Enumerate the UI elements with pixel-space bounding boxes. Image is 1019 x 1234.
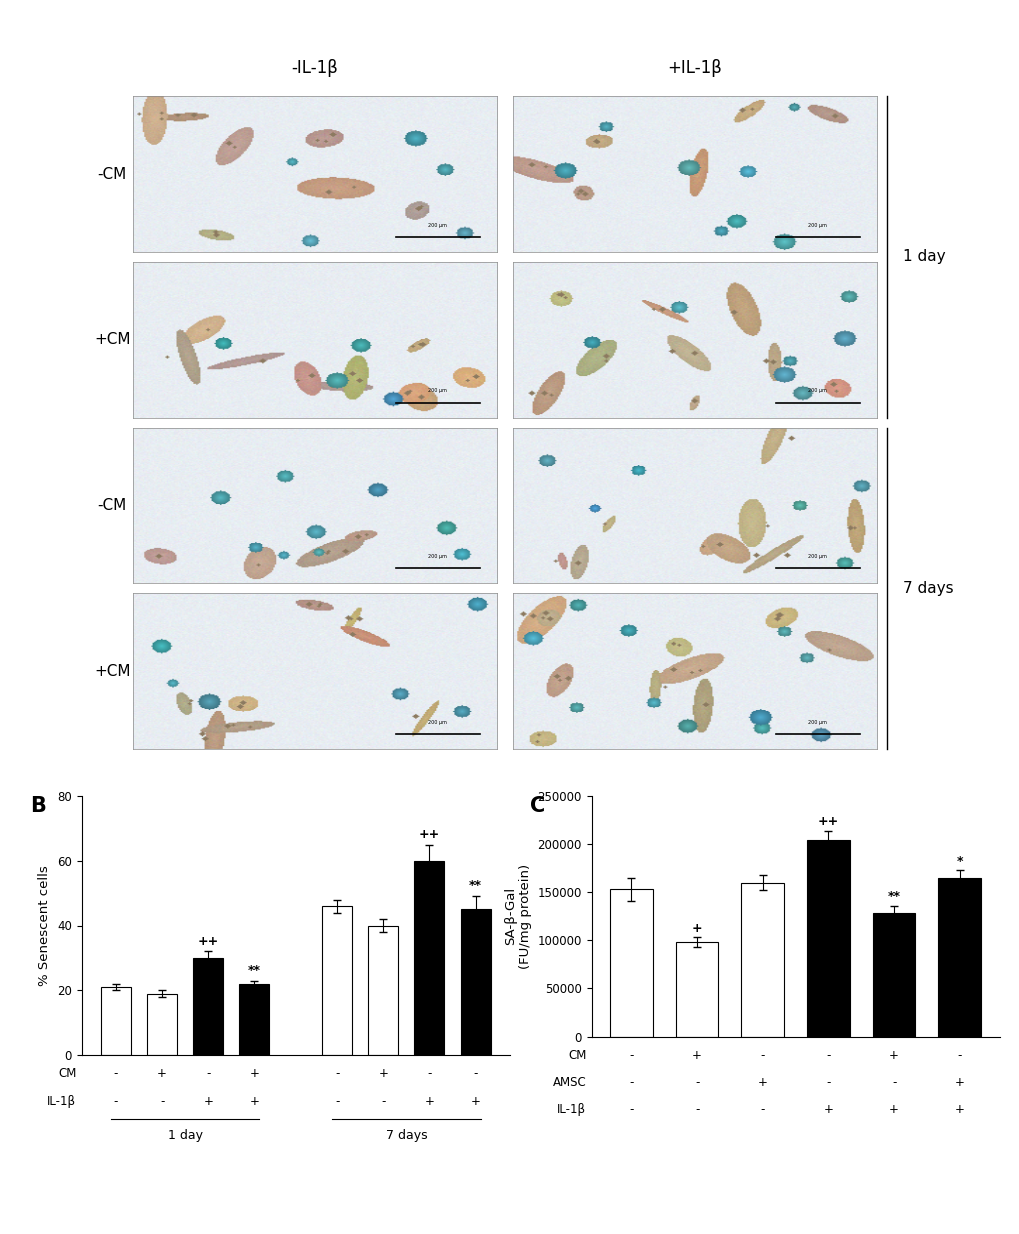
Bar (872, 913, 914, 1037)
Bar (101, 987, 130, 1055)
Text: 200 μm: 200 μm (807, 222, 826, 227)
Text: -: - (206, 1067, 210, 1080)
Text: 200 μm: 200 μm (428, 554, 446, 559)
Text: -CM: -CM (98, 499, 126, 513)
Text: ++: ++ (198, 934, 219, 948)
Text: 200 μm: 200 μm (807, 719, 826, 724)
Text: -: - (825, 1049, 829, 1061)
Text: -IL-1β: -IL-1β (291, 59, 338, 77)
Bar (461, 909, 490, 1055)
Text: +: + (954, 1076, 964, 1088)
Text: **: ** (248, 964, 261, 976)
Text: +: + (822, 1103, 833, 1116)
Bar (239, 983, 269, 1055)
Y-axis label: % Senescent cells: % Senescent cells (39, 865, 51, 986)
Text: 200 μm: 200 μm (807, 554, 826, 559)
Bar (741, 882, 784, 1037)
Text: +: + (249, 1067, 259, 1080)
Text: +IL-1β: +IL-1β (666, 59, 721, 77)
Text: +: + (424, 1096, 434, 1108)
Text: 200 μm: 200 μm (428, 719, 446, 724)
Text: +CM: +CM (94, 664, 130, 679)
Text: -: - (957, 1049, 961, 1061)
Text: -: - (891, 1076, 896, 1088)
Text: ++: ++ (419, 828, 439, 840)
Text: +CM: +CM (94, 332, 130, 347)
Text: -: - (825, 1076, 829, 1088)
Bar (609, 890, 652, 1037)
Text: C: C (530, 796, 545, 816)
Bar (937, 877, 980, 1037)
Text: +: + (691, 922, 702, 935)
Text: +: + (692, 1049, 701, 1061)
Text: -: - (629, 1103, 633, 1116)
Text: -: - (473, 1067, 477, 1080)
Text: -: - (114, 1067, 118, 1080)
Text: +: + (203, 1096, 213, 1108)
Text: -: - (629, 1049, 633, 1061)
Bar (368, 926, 398, 1055)
Text: -: - (335, 1096, 339, 1108)
Text: CM: CM (568, 1049, 586, 1061)
Text: -: - (427, 1067, 431, 1080)
Text: +: + (378, 1067, 388, 1080)
Text: +: + (757, 1076, 767, 1088)
Text: **: ** (469, 880, 482, 892)
Bar (322, 906, 352, 1055)
Bar (147, 993, 177, 1055)
Text: -: - (335, 1067, 339, 1080)
Bar (806, 840, 849, 1037)
Text: -: - (114, 1096, 118, 1108)
Text: ++: ++ (817, 816, 839, 828)
Text: 200 μm: 200 μm (428, 222, 446, 227)
Bar (193, 958, 223, 1055)
Text: -: - (760, 1049, 764, 1061)
Text: +: + (249, 1096, 259, 1108)
Text: -: - (160, 1096, 164, 1108)
Bar (414, 861, 444, 1055)
Text: *: * (956, 855, 962, 868)
Text: +: + (470, 1096, 480, 1108)
Text: IL-1β: IL-1β (556, 1103, 586, 1116)
Text: +: + (954, 1103, 964, 1116)
Text: -: - (629, 1076, 633, 1088)
Text: -: - (381, 1096, 385, 1108)
Text: AMSC: AMSC (552, 1076, 586, 1088)
Text: -: - (694, 1076, 699, 1088)
Text: B: B (31, 796, 47, 816)
Text: +: + (889, 1049, 898, 1061)
Text: IL-1β: IL-1β (47, 1096, 76, 1108)
Text: +: + (889, 1103, 898, 1116)
Text: 1 day: 1 day (167, 1129, 203, 1141)
Text: CM: CM (58, 1067, 76, 1080)
Text: +: + (157, 1067, 167, 1080)
Bar (676, 943, 717, 1037)
Text: -: - (760, 1103, 764, 1116)
Text: 200 μm: 200 μm (807, 389, 826, 394)
Text: 200 μm: 200 μm (428, 389, 446, 394)
Y-axis label: SA-β-Gal
(FU/mg protein): SA-β-Gal (FU/mg protein) (503, 864, 532, 969)
Text: **: ** (887, 890, 900, 903)
Text: -CM: -CM (98, 167, 126, 181)
Text: 7 days: 7 days (385, 1129, 427, 1141)
Text: 1 day: 1 day (902, 249, 945, 264)
Text: -: - (694, 1103, 699, 1116)
Text: 7 days: 7 days (902, 581, 953, 596)
